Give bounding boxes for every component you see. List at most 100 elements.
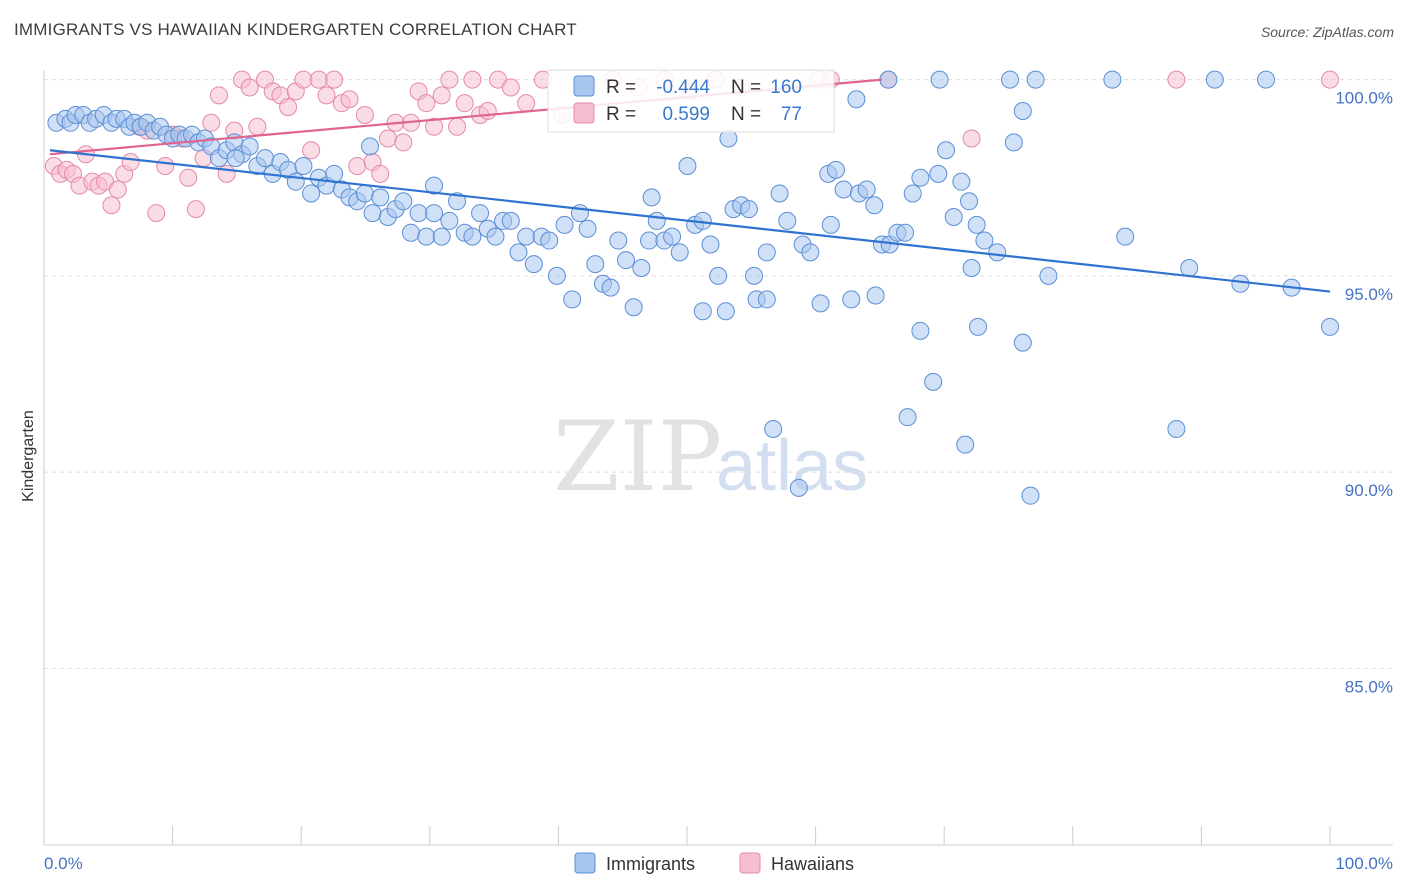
immigrants-point: [448, 192, 467, 211]
immigrants-point: [842, 290, 861, 309]
gridlines: [44, 79, 1393, 669]
stats-immigrants-n-label: N =: [731, 77, 761, 98]
immigrants-point: [967, 215, 986, 234]
hawaiians-point: [432, 86, 451, 105]
hawaiians-point: [463, 70, 482, 89]
hawaiians-point: [340, 90, 359, 109]
immigrants-point: [226, 149, 245, 168]
immigrants-trend-line: [49, 149, 1331, 293]
immigrants-point: [1205, 70, 1224, 89]
hawaiians-point: [417, 94, 436, 113]
hawaiians-point: [121, 153, 140, 172]
immigrants-point: [609, 231, 628, 250]
x-axis-ticks: [43, 826, 1331, 845]
hawaiians-point: [325, 70, 344, 89]
immigrants-point: [361, 137, 379, 156]
hawaiians-point: [371, 164, 390, 183]
immigrants-point: [547, 266, 566, 285]
stats-hawaiians-n-label: N =: [731, 104, 761, 125]
hawaiians-point: [102, 196, 121, 215]
immigrants-point: [1013, 333, 1032, 352]
immigrants-point: [944, 208, 963, 226]
hawaiians-point: [279, 98, 298, 117]
immigrants-point: [1013, 102, 1032, 121]
legend-swatch-immigrants: [574, 852, 596, 874]
immigrants-point: [757, 243, 776, 262]
immigrants-point: [401, 223, 420, 242]
immigrants-point: [394, 192, 413, 211]
immigrants-point: [847, 90, 866, 109]
immigrants-point: [1321, 317, 1339, 336]
immigrants-point: [898, 408, 917, 427]
y-tick-label: 90.0%: [1345, 481, 1393, 500]
stats-box: R = -0.444 N = 160 R = 0.599 N = 77: [547, 69, 835, 133]
immigrants-point: [709, 266, 728, 285]
immigrants-point: [355, 184, 374, 203]
immigrants-point: [642, 188, 661, 207]
stats-immigrants-n-value: 160: [770, 77, 802, 98]
hawaiians-point: [317, 86, 336, 105]
hawaiians-point: [209, 86, 228, 105]
immigrants-point: [879, 70, 898, 89]
immigrants-point: [578, 219, 597, 238]
immigrants-point: [929, 164, 948, 183]
immigrants-point: [1026, 70, 1045, 89]
immigrants-point: [745, 266, 763, 285]
immigrants-point: [425, 204, 443, 223]
immigrants-point: [865, 196, 884, 215]
immigrants-point: [540, 231, 559, 250]
hawaiians-point: [394, 133, 413, 152]
immigrants-point: [417, 227, 436, 246]
immigrants-point: [969, 317, 987, 336]
hawaiians-point: [1321, 70, 1339, 89]
immigrants-point: [371, 188, 390, 207]
immigrants-point: [821, 215, 840, 234]
immigrants-point: [647, 211, 666, 230]
watermark-zip: ZIP: [553, 401, 722, 513]
x-tick-label-min: 0.0%: [44, 854, 83, 873]
immigrants-point: [663, 227, 682, 246]
hawaiians-point: [355, 105, 374, 124]
immigrants-point: [432, 227, 451, 246]
immigrants-point: [757, 290, 776, 309]
hawaiians-point: [378, 129, 397, 148]
hawaiians-point: [240, 78, 259, 97]
immigrants-point: [857, 180, 876, 199]
stats-swatch-hawaiians: [573, 102, 595, 124]
hawaiians-point: [309, 70, 328, 89]
immigrants-point: [956, 435, 975, 454]
immigrants-point: [440, 211, 459, 230]
immigrants-point: [716, 302, 735, 321]
immigrants-point: [975, 231, 994, 250]
immigrants-point: [640, 231, 659, 250]
hawaiians-point: [478, 102, 497, 121]
y-tick-labels: 100.0% 95.0% 90.0% 85.0%: [1335, 89, 1393, 697]
immigrants-point: [1021, 486, 1040, 505]
immigrants-point: [1180, 259, 1199, 278]
immigrants-point: [409, 204, 428, 223]
y-tick-label: 85.0%: [1345, 677, 1393, 696]
immigrants-point: [517, 227, 536, 246]
immigrants-point: [363, 204, 382, 223]
immigrants-point: [924, 372, 943, 391]
immigrants-point: [670, 243, 689, 262]
hawaiians-point: [962, 129, 981, 148]
hawaiians-point: [248, 117, 267, 136]
hawaiians-point: [440, 70, 459, 89]
y-tick-label: 100.0%: [1335, 89, 1393, 108]
hawaiians-point: [448, 117, 467, 136]
hawaiians-point: [202, 113, 221, 132]
immigrants-point: [701, 235, 720, 254]
immigrants-point: [903, 184, 922, 203]
immigrants-point: [425, 176, 443, 195]
immigrants-point: [1257, 70, 1275, 89]
hawaiians-point: [186, 200, 205, 219]
stats-hawaiians-r-label: R =: [606, 104, 636, 125]
stats-immigrants-r-label: R =: [606, 77, 636, 98]
immigrants-point: [764, 419, 783, 438]
immigrants-point: [294, 156, 313, 175]
immigrants-point: [719, 129, 738, 148]
legend-swatch-hawaiians: [739, 852, 761, 874]
immigrants-point: [1103, 70, 1122, 89]
y-tick-label: 95.0%: [1345, 285, 1393, 304]
